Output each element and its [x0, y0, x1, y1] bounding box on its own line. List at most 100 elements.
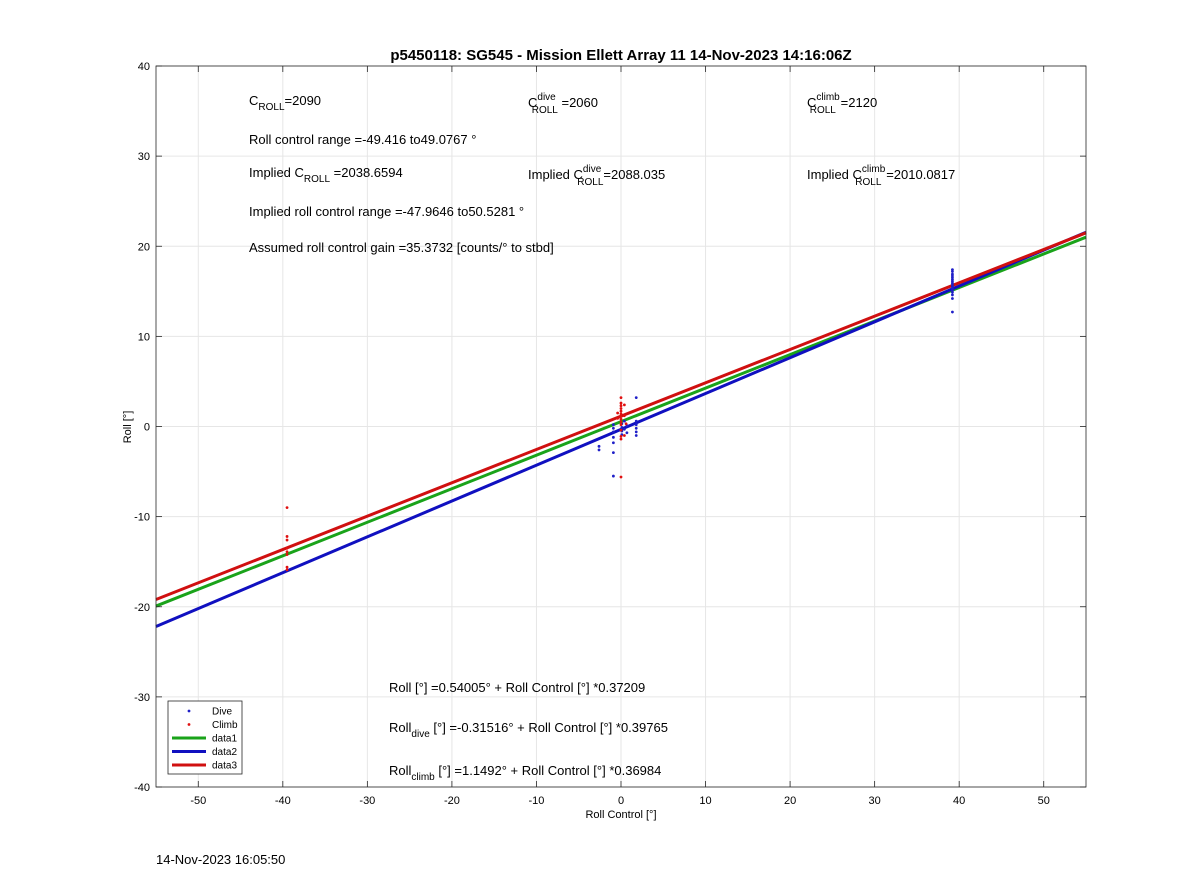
- climb-point: [619, 401, 623, 405]
- legend: Dive Climb data1 data2 data3: [167, 700, 243, 775]
- climb-point: [616, 411, 620, 415]
- dive-point: [611, 474, 615, 478]
- climb-point: [624, 422, 628, 426]
- climb-point: [622, 403, 626, 407]
- climb-point: [619, 435, 623, 438]
- x-tick-label: -10: [529, 795, 545, 807]
- dive-point: [951, 310, 954, 314]
- equation-climb: Rollclimb [°] =1.1492° + Roll Control [°…: [389, 763, 661, 783]
- ticks: -50 -40 -30 -20 -10 0 10 20 30 40 50 -40 -30 -20 -10 0 1…: [134, 61, 1086, 807]
- dive-point: [597, 448, 601, 452]
- equation-all: Roll [°] =0.54005° + Roll Control [°] *0…: [389, 680, 645, 695]
- legend-label: data2: [212, 747, 237, 758]
- c-roll-dive-text: Cdive ROLL =2060: [528, 92, 598, 116]
- climb-point: [285, 553, 289, 556]
- legend-label: data1: [212, 734, 237, 745]
- x-tick-label: 10: [699, 795, 711, 807]
- dive-point: [611, 435, 615, 439]
- climb-point: [619, 404, 623, 408]
- dive-point: [611, 426, 615, 430]
- implied-c-roll-text: Implied CROLL =2038.6594: [249, 165, 403, 185]
- climb-point: [619, 412, 623, 416]
- climb-point: [622, 414, 626, 418]
- gain-text: Assumed roll control gain =35.3732 [coun…: [249, 240, 554, 255]
- climb-point: [619, 428, 623, 432]
- dive-point: [620, 426, 624, 429]
- annotations: CROLL=2090 Cdive ROLL =2060 Cclimb ROLL =212…: [249, 92, 955, 783]
- c-roll-climb-text: Cclimb ROLL =2120: [807, 92, 877, 116]
- climb-point: [619, 417, 623, 421]
- legend-marker-climb: [187, 723, 191, 726]
- x-tick-label: 20: [784, 795, 796, 807]
- y-tick-label: 40: [138, 61, 150, 73]
- climb-point: [285, 565, 289, 569]
- x-tick-label: 0: [618, 795, 624, 807]
- legend-label: data3: [212, 761, 237, 772]
- equation-dive: Rolldive [°] =-0.31516° + Roll Control […: [389, 720, 668, 740]
- climb-point: [622, 434, 626, 437]
- y-tick-label: 20: [138, 241, 150, 253]
- implied-range-text: Implied roll control range =-47.9646 to5…: [249, 204, 524, 219]
- legend-label: Dive: [212, 707, 232, 718]
- climb-point: [619, 423, 623, 427]
- dive-point: [634, 423, 638, 427]
- x-tick-label: -30: [359, 795, 375, 807]
- y-tick-label: -30: [134, 692, 150, 704]
- dive-point: [951, 268, 954, 272]
- y-tick-label: 0: [144, 422, 150, 434]
- dive-point: [625, 431, 629, 435]
- climb-point: [285, 546, 289, 550]
- dive-point: [951, 293, 954, 297]
- dive-point: [634, 430, 638, 434]
- y-tick-label: 30: [138, 151, 150, 163]
- y-axis-label: Roll [°]: [122, 411, 134, 444]
- dive-point: [634, 434, 638, 437]
- climb-point: [619, 396, 623, 400]
- dive-point: [634, 419, 638, 423]
- climb-point: [285, 535, 289, 538]
- y-tick-label: -10: [134, 512, 150, 524]
- climb-point: [619, 475, 623, 479]
- climb-point: [616, 416, 620, 420]
- dive-point: [611, 441, 615, 445]
- climb-point: [619, 415, 623, 418]
- y-tick-label: -20: [134, 602, 150, 614]
- climb-point: [285, 538, 289, 542]
- dive-point: [611, 451, 615, 455]
- x-tick-label: -20: [444, 795, 460, 807]
- climb-point: [619, 409, 623, 413]
- climb-point: [285, 550, 289, 554]
- x-tick-label: 40: [953, 795, 965, 807]
- dive-point: [634, 426, 638, 430]
- x-axis-label: Roll Control [°]: [585, 809, 656, 821]
- chart-title: p5450118: SG545 - Mission Ellett Array 1…: [390, 47, 851, 64]
- dive-point: [611, 423, 615, 427]
- data-layer: [155, 230, 1087, 628]
- climb-point: [285, 568, 289, 572]
- dive-point: [951, 272, 954, 276]
- dive-point: [622, 427, 626, 431]
- x-tick-label: 50: [1038, 795, 1050, 807]
- dive-point: [622, 419, 626, 423]
- implied-c-roll-dive-text: Implied Cdive ROLL=2088.035: [528, 164, 665, 188]
- climb-point: [619, 437, 623, 441]
- x-tick-label: -50: [190, 795, 206, 807]
- dive-point: [951, 297, 954, 300]
- dive-point: [611, 430, 615, 434]
- roll-control-range-text: Roll control range =-49.416 to49.0767 °: [249, 132, 476, 147]
- c-roll-text: CROLL=2090: [249, 93, 321, 113]
- x-tick-label: 30: [869, 795, 881, 807]
- legend-label: Climb: [212, 720, 238, 731]
- implied-c-roll-climb-text: Implied Cclimb ROLL =2010.0817: [807, 164, 955, 188]
- dive-point: [597, 444, 601, 448]
- dive-point: [634, 396, 638, 400]
- x-tick-label: -40: [275, 795, 291, 807]
- legend-marker-dive: [187, 709, 191, 713]
- climb-point: [285, 506, 289, 510]
- climb-point: [619, 407, 623, 410]
- y-tick-label: -40: [134, 782, 150, 794]
- y-tick-label: 10: [138, 331, 150, 343]
- climb-point: [619, 420, 623, 424]
- footer-date: 14-Nov-2023 16:05:50: [156, 852, 286, 867]
